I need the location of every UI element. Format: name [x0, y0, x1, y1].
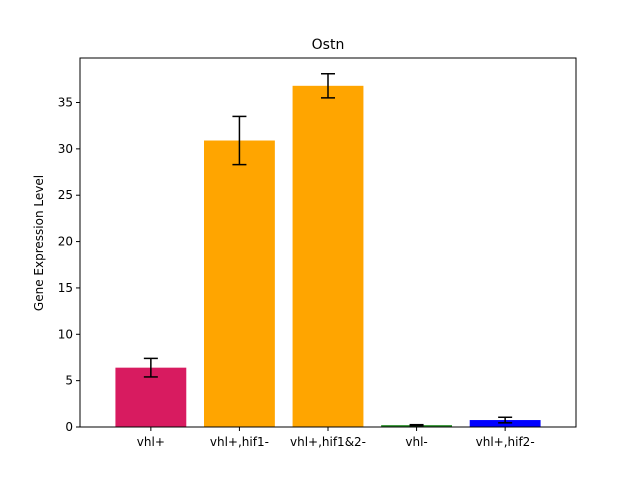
y-tick-label: 0: [65, 420, 73, 434]
y-axis-label: Gene Expression Level: [32, 175, 46, 311]
y-tick-label: 20: [58, 235, 73, 249]
y-tick-label: 5: [65, 374, 73, 388]
plot-area: vhl+ vhl+,hif1- vhl+,hif1&2- vhl-vhl+,hif2-…: [58, 73, 541, 449]
y-tick-label: 15: [58, 281, 73, 295]
chart-title: Ostn: [312, 37, 345, 53]
x-tick-label: vhl+,hif1-: [210, 435, 269, 449]
y-tick-label: 10: [58, 327, 73, 341]
bar: [292, 85, 364, 427]
x-tick-label: vhl-: [405, 435, 427, 449]
bar: [204, 140, 275, 427]
y-tick-label: 35: [58, 96, 73, 110]
y-tick-label: 30: [58, 142, 73, 156]
y-tick-label: 25: [58, 188, 73, 202]
x-tick-label: vhl+: [137, 435, 165, 449]
plot-frame: [79, 57, 577, 428]
x-tick-label: vhl+,hif1&2-: [290, 435, 366, 449]
x-tick-label: vhl+,hif2-: [476, 435, 535, 449]
